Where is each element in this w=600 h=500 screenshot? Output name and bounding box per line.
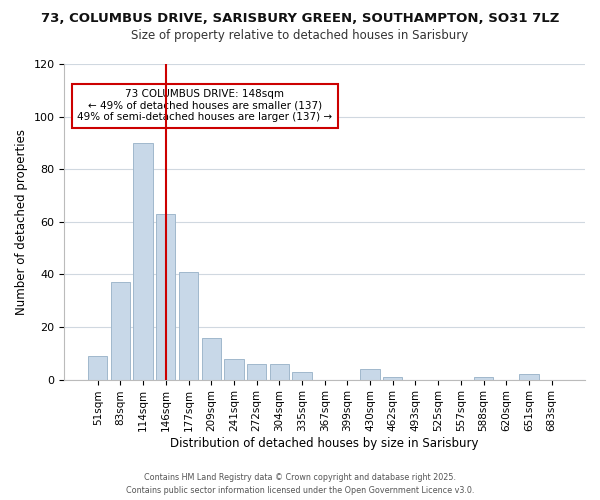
Bar — [292, 372, 311, 380]
Text: 73, COLUMBUS DRIVE, SARISBURY GREEN, SOUTHAMPTON, SO31 7LZ: 73, COLUMBUS DRIVE, SARISBURY GREEN, SOU… — [41, 12, 559, 26]
Bar — [383, 377, 403, 380]
Bar — [133, 143, 153, 380]
Bar — [111, 282, 130, 380]
Bar — [88, 356, 107, 380]
Bar — [269, 364, 289, 380]
Bar — [224, 358, 244, 380]
Bar — [156, 214, 175, 380]
Bar — [520, 374, 539, 380]
Bar — [179, 272, 198, 380]
Bar — [474, 377, 493, 380]
Text: Size of property relative to detached houses in Sarisbury: Size of property relative to detached ho… — [131, 29, 469, 42]
Bar — [202, 338, 221, 380]
X-axis label: Distribution of detached houses by size in Sarisbury: Distribution of detached houses by size … — [170, 437, 479, 450]
Bar — [361, 369, 380, 380]
Bar — [247, 364, 266, 380]
Y-axis label: Number of detached properties: Number of detached properties — [15, 129, 28, 315]
Text: Contains HM Land Registry data © Crown copyright and database right 2025.
Contai: Contains HM Land Registry data © Crown c… — [126, 474, 474, 495]
Text: 73 COLUMBUS DRIVE: 148sqm
← 49% of detached houses are smaller (137)
49% of semi: 73 COLUMBUS DRIVE: 148sqm ← 49% of detac… — [77, 89, 332, 122]
